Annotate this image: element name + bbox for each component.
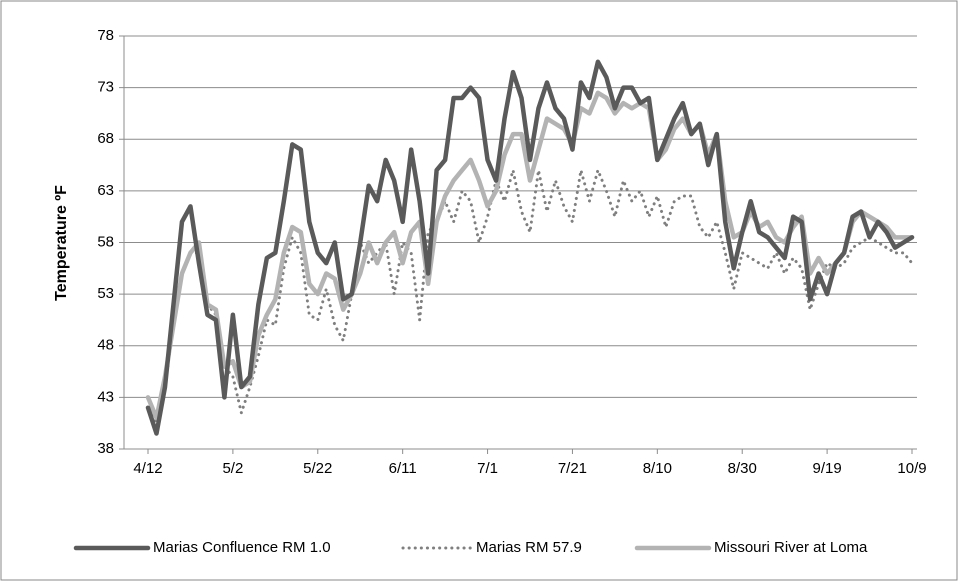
y-tick-label: 38 [97, 440, 114, 457]
x-tick-label: 8/30 [728, 460, 757, 477]
y-tick-label: 53 [97, 285, 114, 302]
x-tick-label: 8/10 [643, 460, 672, 477]
x-tick-label: 4/12 [133, 460, 162, 477]
x-tick-label: 6/11 [389, 460, 417, 477]
legend-label: Marias Confluence RM 1.0 [153, 539, 331, 556]
y-tick-label: 48 [97, 337, 114, 354]
y-tick-label: 58 [97, 233, 114, 250]
y-axis-label: Temperature ºF [53, 185, 70, 301]
x-tick-label: 7/1 [477, 460, 498, 477]
data-line [145, 90, 915, 421]
y-tick-label: 63 [97, 182, 114, 199]
y-tick-label: 43 [97, 388, 114, 405]
x-tick-label: 9/19 [813, 460, 842, 477]
y-tick-label: 73 [97, 79, 114, 96]
x-tick-label: 5/22 [303, 460, 332, 477]
legend-label: Marias RM 57.9 [476, 539, 582, 556]
legend-label: Missouri River at Loma [714, 539, 868, 556]
y-tick-label: 68 [97, 130, 114, 147]
x-tick-label: 5/2 [222, 460, 243, 477]
y-tick-label: 78 [97, 27, 114, 44]
x-tick-label: 10/9 [897, 460, 926, 477]
data-line [145, 59, 915, 436]
x-tick-label: 7/21 [558, 460, 587, 477]
